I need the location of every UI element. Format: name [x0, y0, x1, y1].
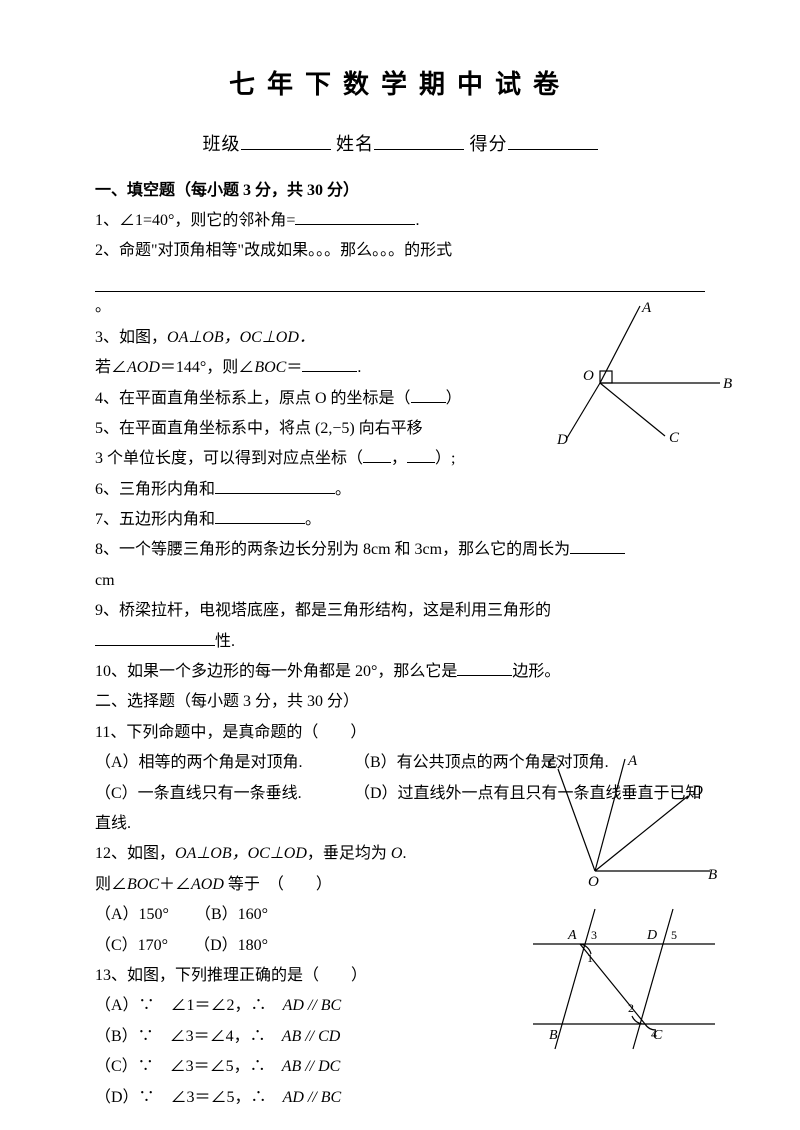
q12j: 等于 （ ） [224, 876, 332, 893]
q11c: （C）一条直线只有一条垂线. [95, 779, 350, 809]
q13b-post: AB // CD [282, 1028, 341, 1045]
q5a: 5、在平面直角坐标系中，将点 (2,−5) 向右平移 [95, 414, 475, 444]
figure-q3: A B C D O [545, 298, 735, 448]
q12g: BOC [127, 876, 159, 893]
q5d: ）; [435, 450, 455, 467]
q3f: BOC [254, 359, 286, 376]
q4: 4、在平面直角坐标系上，原点 O 的坐标是（ ） [95, 384, 475, 414]
q13d-post: AD // BC [283, 1089, 342, 1106]
name-label: 姓名 [336, 134, 374, 154]
q1: 1、∠1=40°，则它的邻补角=. [95, 206, 705, 236]
q3c: 若∠ [95, 359, 127, 376]
q3a: 3、如图， [95, 329, 167, 346]
figure-q12: A B C D O [540, 751, 720, 891]
q10-end: 边形。 [512, 663, 560, 680]
q3-line2: 若∠AOD＝144°，则∠BOC＝. [95, 353, 475, 383]
q3b: OA⊥OB，OC⊥OD． [167, 329, 315, 346]
q9b-text: 性. [215, 633, 235, 650]
q12-optA: （A）150° [95, 900, 169, 930]
svg-text:B: B [723, 376, 732, 392]
q9a: 9、桥梁拉杆，电视塔底座，都是三角形结构，这是利用三角形的 [95, 596, 705, 626]
q12e: . [402, 845, 406, 862]
q8-unit: cm [95, 566, 705, 596]
q13c-pre: （C）∵ ∠3＝∠5，∴ [95, 1058, 282, 1075]
figure-q13: A D B C 3 5 1 2 4 [525, 904, 725, 1054]
q13c-post: AB // DC [282, 1058, 341, 1075]
q1-end: . [415, 212, 419, 229]
q3h: . [357, 359, 361, 376]
q13b-pre: （B）∵ ∠3＝∠4，∴ [95, 1028, 282, 1045]
q6: 6、三角形内角和 。 [95, 475, 705, 505]
q12h: ＋∠ [159, 876, 191, 893]
q12-optB: （B）160° [195, 900, 268, 930]
svg-text:C: C [548, 755, 559, 771]
q8-text: 8、一个等腰三角形的两条边长分别为 8cm 和 3cm，那么它的周长为 [95, 541, 570, 558]
section1-heading: 一、填空题（每小题 3 分，共 30 分） [95, 176, 705, 206]
q10: 10、如果一个多边形的每一外角都是 20°，那么它是 边形。 [95, 657, 705, 687]
q13a-post: AD // BC [283, 997, 342, 1014]
section2-heading: 二、选择题（每小题 3 分，共 30 分） [95, 687, 705, 717]
q12i: AOD [191, 876, 224, 893]
q8: 8、一个等腰三角形的两条边长分别为 8cm 和 3cm，那么它的周长为 [95, 535, 705, 565]
svg-text:O: O [583, 368, 594, 384]
svg-text:D: D [556, 432, 568, 448]
svg-text:B: B [708, 867, 717, 883]
q13c: （C）∵ ∠3＝∠5，∴ AB // DC [95, 1052, 705, 1082]
q5b: 3 个单位长度，可以得到对应点坐标（ ， ）; [95, 444, 705, 474]
q5c: ， [391, 450, 407, 467]
q4-end: ） [446, 390, 462, 407]
q3e: ＝144°，则∠ [160, 359, 254, 376]
q12f: 则∠ [95, 876, 127, 893]
svg-text:1: 1 [587, 951, 593, 965]
q13d-pre: （D）∵ ∠3＝∠5，∴ [95, 1089, 283, 1106]
q12a: 12、如图， [95, 845, 175, 862]
page-title: 七年下数学期中试卷 [95, 60, 705, 109]
q12c: ，垂足均为 [307, 845, 391, 862]
q12-line1: 12、如图，OA⊥OB，OC⊥OD，垂足均为 O. [95, 839, 475, 869]
q12-optC: （C）170° [95, 931, 168, 961]
content: 一、填空题（每小题 3 分，共 30 分） 1、∠1=40°，则它的邻补角=. … [95, 176, 705, 1113]
q2-blank-line [95, 267, 705, 293]
svg-text:3: 3 [591, 928, 597, 942]
q13d: （D）∵ ∠3＝∠5，∴ AD // BC [95, 1083, 705, 1113]
score-label: 得分 [470, 134, 508, 154]
svg-text:4: 4 [651, 1027, 657, 1041]
svg-text:5: 5 [671, 928, 677, 942]
q5b-text: 3 个单位长度，可以得到对应点坐标（ [95, 450, 363, 467]
svg-text:A: A [641, 300, 652, 316]
svg-text:C: C [669, 430, 680, 446]
q6-end: 。 [335, 481, 351, 498]
q3g: ＝ [286, 359, 302, 376]
q7-text: 7、五边形内角和 [95, 511, 215, 528]
svg-text:A: A [567, 928, 577, 943]
q3d: AOD [127, 359, 160, 376]
svg-text:A: A [627, 753, 638, 769]
svg-text:O: O [588, 874, 599, 890]
q7: 7、五边形内角和 。 [95, 505, 705, 535]
header-fields: 班级 姓名 得分 [95, 127, 705, 161]
q4-text: 4、在平面直角坐标系上，原点 O 的坐标是（ [95, 390, 411, 407]
svg-text:D: D [646, 928, 657, 943]
svg-text:B: B [549, 1028, 558, 1043]
q6-text: 6、三角形内角和 [95, 481, 215, 498]
svg-text:2: 2 [628, 1001, 634, 1015]
class-label: 班级 [203, 134, 241, 154]
q12d: O [391, 845, 403, 862]
svg-text:D: D [691, 783, 703, 799]
q11: 11、下列命题中，是真命题的（ ） [95, 718, 705, 748]
q13a-pre: （A）∵ ∠1＝∠2，∴ [95, 997, 283, 1014]
q12b: OA⊥OB，OC⊥OD [175, 845, 307, 862]
q12-line2: 则∠BOC＋∠AOD 等于 （ ） [95, 870, 475, 900]
q1-text: 1、∠1=40°，则它的邻补角= [95, 212, 295, 229]
q7-end: 。 [305, 511, 321, 528]
q3: 3、如图，OA⊥OB，OC⊥OD． [95, 323, 475, 353]
q12-optD: （D）180° [194, 931, 268, 961]
q9b: 性. [95, 627, 705, 657]
q2: 2、命题"对顶角相等"改成如果。。。那么。。。的形式 [95, 236, 705, 266]
q11a: （A）相等的两个角是对顶角. [95, 748, 350, 778]
q10-text: 10、如果一个多边形的每一外角都是 20°，那么它是 [95, 663, 457, 680]
